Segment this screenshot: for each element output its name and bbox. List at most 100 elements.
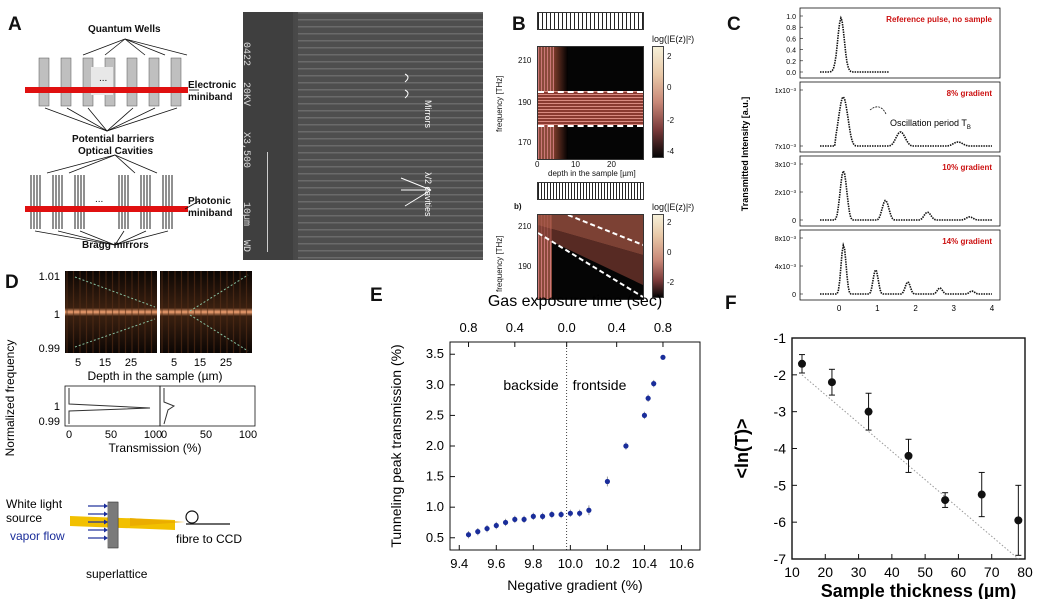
f-xtick: 80 [1017, 564, 1033, 580]
e-top-xtick: 0.8 [654, 320, 672, 335]
c-annotation-arrow [869, 106, 887, 115]
b-heatmap-top [537, 46, 644, 160]
c-xtick: 3 [952, 304, 957, 313]
e-xtick: 9.8 [524, 556, 542, 571]
c-curve [820, 242, 992, 295]
e-point [502, 519, 509, 526]
f-xtick: 60 [951, 564, 967, 580]
d-trans-xtick: 50 [200, 429, 212, 441]
e-xtick: 9.6 [487, 556, 505, 571]
b-xlabel: depth in the sample [µm] [548, 169, 636, 178]
e-top-xlabel: Gas exposure time (sec) [488, 293, 662, 310]
c-annotation: Oscillation period TB [890, 118, 971, 131]
b-xtick: 20 [607, 160, 616, 169]
optical-cavities-label: Optical Cavities [78, 146, 154, 157]
f-ytick: -7 [774, 551, 787, 567]
potential-barriers-label: Potential barriers [72, 134, 155, 145]
e-point [475, 529, 481, 535]
ellipsis-top: ... [99, 73, 107, 84]
b-cbar-title-bottom: log(|E(z)|²) [652, 202, 695, 212]
d-vapor-arrowhead [104, 535, 108, 541]
b-ctick: 2 [667, 52, 672, 61]
e-xtick: 10.0 [558, 556, 583, 571]
panel-label-d: D [5, 272, 19, 293]
e-frame [449, 341, 701, 551]
d-ylabel: Normalized frequency [3, 340, 17, 457]
e-ytick: 1.5 [426, 469, 444, 484]
b-top-structure [537, 12, 644, 30]
ellipsis-bottom: ... [95, 194, 103, 205]
b-bottom-label: b) [514, 202, 522, 211]
c-ytick: 0.0 [786, 70, 796, 77]
d-dash [189, 314, 249, 352]
c-ytick: 0.6 [786, 36, 796, 43]
e-top-xtick: 0.4 [608, 320, 626, 335]
d-vapor-arrowhead [104, 503, 108, 509]
d-vapor-arrowhead [104, 519, 108, 525]
e-point [549, 511, 555, 518]
d-dash [189, 274, 249, 312]
e-xlabel: Negative gradient (%) [507, 577, 642, 593]
c-xtick: 1 [875, 304, 880, 313]
e-ytick: 2.0 [426, 438, 444, 453]
d-xlabel: Depth in the sample (µm) [88, 369, 223, 383]
b-ytick: 170 [518, 138, 532, 147]
b-colorbar-bottom [652, 214, 664, 298]
b-ytick: 210 [518, 56, 532, 65]
b-ytick: 190 [518, 262, 532, 271]
c-ytick: 8x10⁻³ [775, 236, 797, 243]
d-ytick: 1 [54, 309, 60, 321]
d-trans-xtick: 100 [239, 429, 257, 441]
d-source-label: White light [6, 497, 63, 511]
e-top-xtick: 0.8 [459, 320, 477, 335]
d-ytick: 0.99 [39, 343, 60, 355]
c-subplot-frame [799, 81, 1001, 153]
b-ctick: -2 [667, 278, 675, 287]
f-ytick: -6 [774, 514, 787, 530]
e-point [539, 513, 546, 519]
c-curve [820, 95, 992, 147]
photonic-miniband-label: Photonic miniband [188, 196, 233, 219]
d-trans-xlabel: Transmission (%) [109, 441, 202, 455]
e-top-xtick: 0.0 [558, 320, 576, 335]
c-ytick: 0 [792, 292, 796, 299]
c-curve [820, 168, 992, 221]
e-point [660, 354, 666, 360]
quantum-wells-label: Quantum Wells [88, 24, 161, 35]
f-point [827, 378, 836, 387]
e-ytick: 3.0 [426, 377, 444, 392]
d-detector-label: fibre to CCD [176, 532, 242, 546]
e-point [651, 381, 657, 387]
e-point [530, 513, 536, 519]
b-ctick: 2 [667, 218, 672, 227]
e-point [521, 516, 527, 523]
b-ylabel-top: frequency [THz] [495, 75, 504, 132]
f-point [904, 451, 913, 460]
c-subplot-frame [799, 7, 1001, 79]
d-xtick: 25 [125, 357, 137, 369]
f-ytick: -3 [774, 404, 787, 420]
d-trans-frame [159, 385, 256, 427]
c-subplot-frame [799, 229, 1001, 301]
e-point [493, 522, 499, 529]
b-colorbar-top [652, 46, 664, 158]
d-xtick: 15 [194, 357, 206, 369]
d-sample-label: superlattice [86, 567, 148, 581]
b-ytick: 210 [518, 222, 532, 231]
e-point [465, 532, 472, 538]
panel-label-a: A [8, 14, 22, 35]
f-xlabel: Sample thickness (µm) [821, 581, 1016, 599]
b-bottom-structure [537, 182, 644, 200]
sem-image: 0422 20KV X3,500 10µm WD Mirrors λ/2 cav… [243, 12, 483, 260]
f-xtick: 10 [784, 564, 800, 580]
c-xtick: 0 [837, 304, 842, 313]
b-ctick: -2 [667, 116, 675, 125]
b-heatmap-bottom [537, 214, 644, 300]
d-trans-xtick: 50 [105, 429, 117, 441]
f-ytick: -4 [774, 441, 787, 457]
d-heatmap [160, 271, 252, 353]
d-trans-xtick: 100 [144, 429, 162, 441]
d-heatmap [65, 271, 157, 353]
f-point [797, 359, 806, 368]
